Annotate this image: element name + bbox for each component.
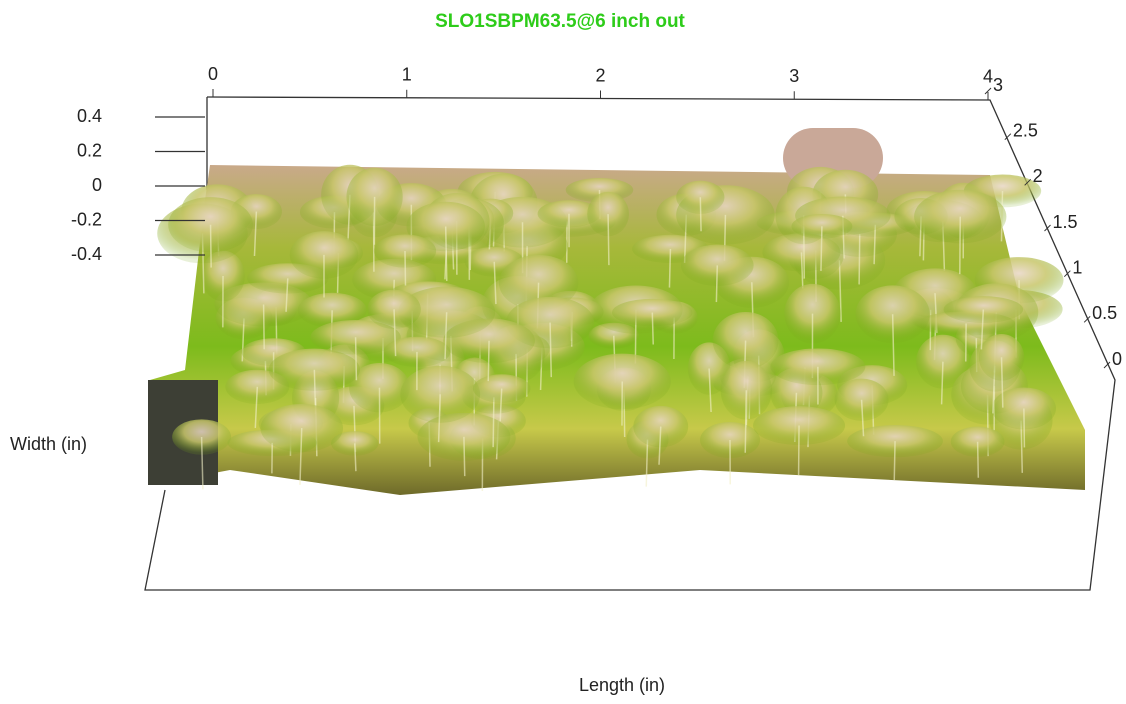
surface-streak xyxy=(744,390,748,453)
x-tick-label: 0 xyxy=(208,64,218,84)
y-tick-label: 1.5 xyxy=(1053,212,1078,232)
surface-streak xyxy=(1000,357,1004,408)
chart-title: SLO1SBPM63.5@6 inch out xyxy=(435,11,685,32)
surface-streak xyxy=(858,234,861,285)
surface-streak xyxy=(354,337,358,381)
surface-streak xyxy=(200,436,204,490)
surface-streak xyxy=(838,260,842,322)
x-tick-label: 2 xyxy=(595,65,605,85)
surface-streak xyxy=(487,340,490,382)
surface-streak xyxy=(285,278,289,312)
surface-bump xyxy=(383,336,451,367)
y-tick xyxy=(984,87,992,95)
surface-streak xyxy=(893,441,896,481)
y-tick xyxy=(1004,133,1012,141)
x-tick-label: 3 xyxy=(789,66,799,86)
surface-streak xyxy=(668,248,672,288)
surface-streak xyxy=(299,428,303,485)
surface-streak xyxy=(607,214,610,266)
surface-streak xyxy=(860,399,865,437)
y-tick xyxy=(1083,315,1091,323)
surface-streak xyxy=(658,426,662,465)
surface-streak xyxy=(254,386,259,429)
surface-streak xyxy=(437,394,441,443)
y-tick xyxy=(1044,224,1051,232)
surface-streak xyxy=(820,226,823,271)
surface-streak xyxy=(492,397,495,448)
x-tick-label: 1 xyxy=(402,65,412,85)
surface-streak xyxy=(393,309,397,357)
surface-streak xyxy=(493,261,497,305)
y-tick-label: 0.5 xyxy=(1092,303,1117,323)
surface-streak xyxy=(715,265,719,303)
surface-streak xyxy=(976,441,980,478)
x-axis-label: Length (in) xyxy=(579,675,665,695)
surface-streak xyxy=(253,211,258,257)
y-axis-label: Width (in) xyxy=(10,434,87,454)
surface-streak xyxy=(463,436,466,477)
y-tick-label: 1 xyxy=(1072,257,1082,277)
x-tick-label: 4 xyxy=(983,67,993,87)
z-tick-label: 0.4 xyxy=(77,106,102,126)
surface-streak xyxy=(645,439,649,487)
y-tick xyxy=(1063,270,1071,278)
y-tick-label: 2 xyxy=(1033,166,1043,186)
surface-streak xyxy=(708,368,712,413)
surface-streak xyxy=(444,312,448,360)
box-outline xyxy=(144,96,1116,591)
surface-bump xyxy=(914,189,1007,244)
surface-bump xyxy=(847,425,943,458)
surface-bump xyxy=(297,292,367,328)
surface-streak xyxy=(891,314,895,376)
z-tick-label: 0 xyxy=(92,175,102,195)
surface-streak xyxy=(980,309,985,350)
surface-bump xyxy=(587,191,629,237)
surface-streak xyxy=(444,226,448,281)
surface-streak xyxy=(549,322,553,378)
z-tick-label: -0.4 xyxy=(71,244,102,264)
y-tick-label: 0 xyxy=(1112,349,1122,369)
z-tick-label: -0.2 xyxy=(71,209,102,229)
surface-streak xyxy=(353,443,357,472)
surface-streak xyxy=(651,312,654,345)
z-tick-label: 0.2 xyxy=(77,140,102,160)
surface-texture xyxy=(157,164,1064,492)
y-tick xyxy=(1103,361,1111,369)
surface-streak xyxy=(262,304,265,350)
surface-streak xyxy=(499,388,503,422)
surface-streak xyxy=(1023,408,1026,448)
surface-streak xyxy=(800,252,804,289)
y-tick-label: 3 xyxy=(993,75,1003,95)
y-tick-label: 2.5 xyxy=(1013,120,1038,140)
surface-streak xyxy=(699,197,702,232)
surface-streak xyxy=(940,361,944,405)
y-tick xyxy=(1024,178,1032,186)
surface-bump xyxy=(834,378,889,421)
surface-streak xyxy=(873,224,877,265)
surface-streak xyxy=(209,224,212,268)
surface-bump xyxy=(168,197,253,253)
